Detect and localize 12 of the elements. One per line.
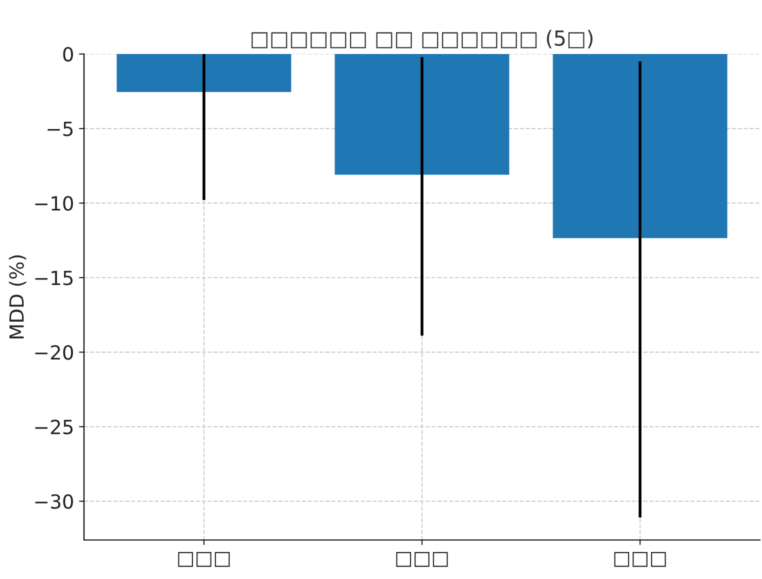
x-tick-label: □□□ — [178, 552, 230, 567]
y-tick-label: −15 — [35, 270, 73, 286]
chart-title: □□□□□□ □□ □□□□□□ (5□) — [252, 30, 593, 48]
y-tick-label: −5 — [48, 122, 73, 136]
x-tick-label: □□□ — [614, 552, 666, 567]
y-tick-label: −10 — [35, 196, 73, 211]
y-tick-label: −25 — [35, 420, 73, 434]
x-tick-label: □□□ — [396, 552, 448, 567]
y-tick-label: −30 — [35, 494, 73, 509]
y-axis-title: MDD (%) — [8, 255, 26, 338]
y-tick-label: −20 — [35, 345, 73, 360]
y-tick-label: 0 — [63, 46, 73, 62]
